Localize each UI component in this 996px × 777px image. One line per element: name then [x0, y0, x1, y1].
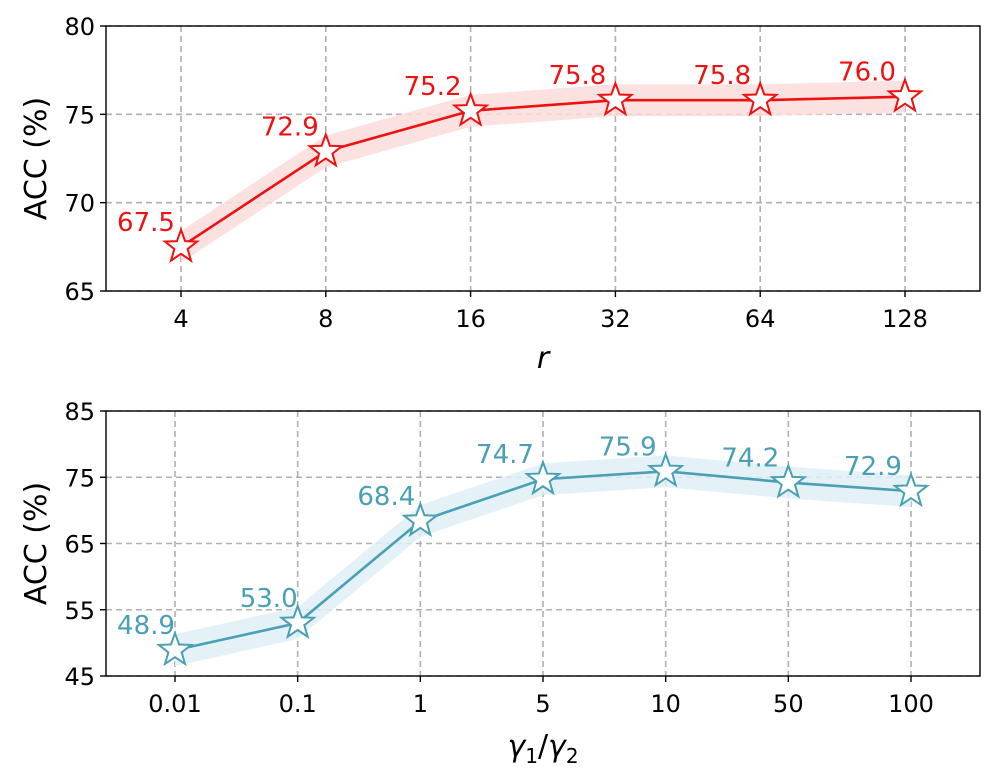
data-label: 75.9: [599, 432, 657, 462]
data-label: 53.0: [240, 584, 298, 614]
data-label: 75.8: [693, 61, 751, 91]
data-label: 76.0: [838, 58, 896, 88]
y-axis-label: ACC (%): [19, 482, 54, 605]
data-point: [306, 131, 345, 168]
data-point: [646, 451, 685, 488]
data-point: [156, 630, 194, 667]
data-label: 72.9: [844, 452, 902, 482]
chart-gamma-panel: 48.9 53.0 68.4 74.7 75.9 74.2 72.9 45 55 65 75 85 0.…: [19, 398, 981, 768]
y-tick-label: 65: [64, 278, 95, 306]
y-tick-label: 65: [64, 531, 95, 559]
data-point: [278, 603, 317, 640]
x-tick-label: 5: [535, 690, 550, 718]
y-tick-label: 45: [64, 663, 95, 691]
x-tick-label: 8: [318, 305, 333, 333]
y-tick-label: 75: [64, 101, 95, 129]
series-line: [180, 95, 906, 248]
data-point: [524, 459, 562, 496]
data-point: [741, 80, 780, 117]
data-point: [769, 462, 808, 499]
data-point: [886, 76, 924, 113]
x-axis-label: γ1/γ2: [507, 729, 578, 768]
x-tick-label: 1: [413, 690, 428, 718]
x-axis-label: r: [537, 341, 551, 376]
x-tick-label: 0.01: [148, 690, 201, 718]
x-tick-label: 100: [888, 690, 934, 718]
data-point: [401, 501, 440, 538]
data-label: 75.2: [404, 72, 462, 102]
data-label: 68.4: [357, 482, 415, 512]
data-point: [596, 80, 635, 117]
y-tick-label: 85: [64, 398, 95, 426]
x-tick-label: 64: [745, 305, 776, 333]
x-tick-label: 0.1: [279, 690, 317, 718]
x-tick-label: 4: [173, 305, 188, 333]
x-tick-label: 32: [600, 305, 631, 333]
data-point: [892, 471, 930, 508]
x-tick-label: 128: [882, 305, 928, 333]
data-label: 74.7: [476, 440, 534, 470]
y-tick-label: 80: [64, 13, 95, 41]
x-tick-label: 50: [773, 690, 804, 718]
data-label: 74.2: [721, 444, 779, 474]
x-tick-label: 10: [650, 690, 681, 718]
data-label: 72.9: [261, 112, 319, 142]
y-tick-label: 70: [64, 190, 95, 218]
data-label: 75.8: [548, 61, 606, 91]
y-tick-label: 55: [64, 597, 95, 625]
y-axis-label: ACC (%): [19, 97, 54, 220]
y-tick-label: 75: [64, 464, 95, 492]
data-point: [162, 226, 200, 263]
x-tick-label: 16: [455, 305, 486, 333]
plot-frame: [105, 25, 981, 292]
data-point: [451, 90, 490, 127]
confidence-band: [181, 80, 905, 263]
confidence-band: [175, 455, 911, 667]
data-label: 67.5: [117, 208, 175, 238]
data-label: 48.9: [117, 611, 175, 641]
